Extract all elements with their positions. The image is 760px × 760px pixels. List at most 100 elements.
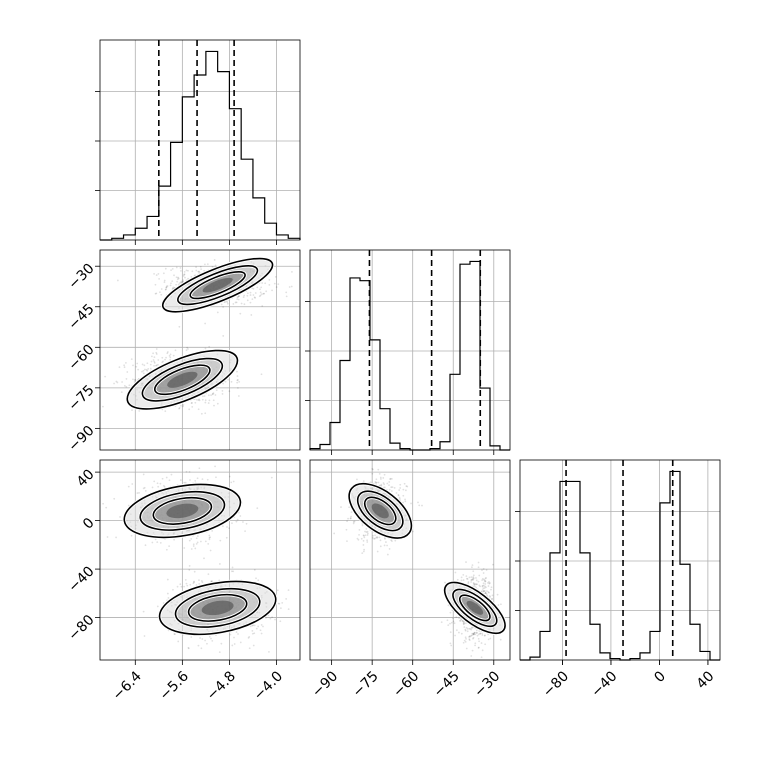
sample-point [256, 507, 259, 510]
sample-point [481, 649, 484, 652]
sample-point [188, 470, 191, 473]
sample-point [175, 266, 178, 269]
sample-point [195, 584, 198, 586]
sample-point [150, 355, 153, 358]
sample-point [149, 367, 152, 370]
sample-point [485, 593, 488, 595]
sample-point [492, 563, 494, 566]
sample-point [153, 356, 156, 358]
sample-point [144, 544, 147, 547]
sample-point [464, 628, 467, 631]
sample-point [195, 537, 198, 540]
sample-point [211, 392, 214, 395]
sample-point [236, 518, 239, 521]
sample-point [211, 265, 214, 268]
sample-point [461, 619, 464, 622]
sample-point [165, 288, 167, 291]
sample-point [491, 594, 494, 597]
sample-point [244, 530, 246, 533]
histogram-3-frame [519, 459, 721, 661]
sample-point [121, 381, 123, 383]
sample-point [369, 481, 372, 484]
sample-point [190, 548, 193, 550]
sample-point [211, 393, 214, 396]
sample-point [251, 298, 254, 301]
sample-point [206, 642, 208, 645]
sample-point [125, 385, 128, 388]
sample-point [187, 277, 189, 280]
sample-point [164, 288, 167, 291]
sample-point [252, 294, 255, 296]
sample-point [196, 541, 199, 544]
sample-point [190, 636, 193, 638]
sample-point [199, 265, 202, 268]
sample-point [192, 545, 195, 547]
x-tick-label: −45 [431, 668, 463, 700]
sample-point [246, 294, 249, 297]
sample-point [200, 580, 203, 582]
sample-point [221, 393, 224, 395]
sample-point [236, 381, 239, 384]
sample-point [477, 566, 480, 569]
sample-point [262, 625, 264, 628]
sample-point [463, 626, 466, 628]
sample-point [177, 277, 180, 280]
sample-point [180, 281, 182, 284]
sample-point [350, 515, 352, 518]
sample-point [200, 647, 203, 650]
sample-point [199, 637, 201, 639]
sample-point [489, 637, 492, 640]
sample-point [222, 306, 225, 308]
sample-point [483, 579, 486, 582]
x-tick-label: −80 [540, 668, 572, 700]
sample-point [195, 542, 198, 545]
sample-point [469, 627, 472, 630]
sample-point [395, 492, 398, 494]
sample-point [374, 534, 376, 537]
sample-point [421, 504, 423, 507]
sample-point [484, 591, 487, 594]
sample-point [375, 481, 378, 484]
y-tick-label: −80 [65, 612, 97, 644]
sample-point [179, 583, 182, 586]
sample-point [363, 536, 366, 539]
sample-point [467, 582, 470, 585]
sample-point [116, 381, 119, 384]
sample-point [229, 633, 232, 636]
contour-line [123, 483, 242, 539]
sample-point [155, 353, 158, 355]
sample-point [279, 607, 282, 610]
sample-point [195, 266, 197, 269]
sample-point [183, 273, 185, 276]
sample-point [449, 642, 452, 645]
sample-point [449, 611, 452, 614]
sample-point [465, 637, 467, 640]
sample-point [251, 632, 254, 635]
sample-point [484, 592, 487, 595]
y-tick-label: −60 [65, 342, 97, 374]
sample-point [475, 583, 478, 586]
sample-point [464, 636, 467, 639]
sample-point [136, 492, 139, 494]
sample-point [462, 641, 465, 644]
sample-point [477, 637, 480, 640]
sample-point [471, 578, 474, 581]
sample-point [246, 292, 249, 295]
sample-point [170, 473, 173, 476]
sample-point [398, 489, 401, 491]
sample-point [210, 580, 213, 583]
sample-point [375, 481, 377, 484]
y-tick-label: −30 [65, 261, 97, 293]
density-fill [466, 600, 484, 615]
sample-point [379, 539, 382, 542]
sample-point [484, 590, 486, 592]
sample-point [164, 410, 167, 413]
sample-point [378, 472, 381, 475]
sample-point [497, 604, 500, 606]
sample-point [270, 476, 273, 479]
sample-point [220, 642, 223, 645]
sample-point [212, 392, 215, 395]
sample-point [179, 404, 182, 407]
sample-point [472, 582, 475, 584]
sample-point [198, 467, 201, 470]
